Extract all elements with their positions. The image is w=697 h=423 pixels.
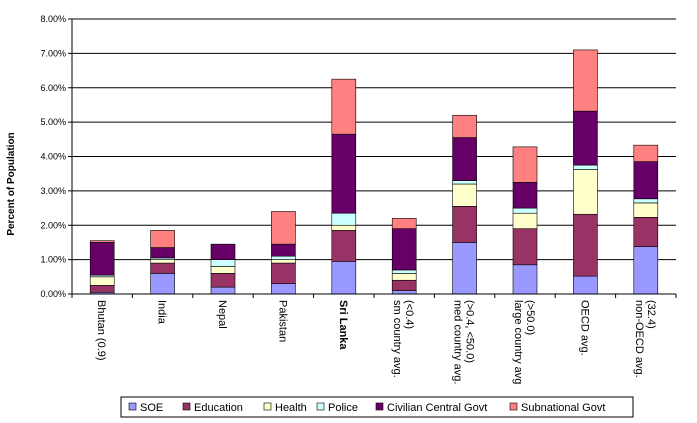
bar-segment: [512, 181, 538, 209]
legend-swatch: [128, 402, 137, 411]
bar-segment: [271, 211, 296, 245]
x-axis-category-labels: Bhutan (0.9) India Nepal Pakistan Sri Lanka s…: [95, 300, 657, 384]
category-label: India: [156, 300, 168, 325]
category-label: (>0.4, <50.0): [464, 300, 476, 363]
bar-segment: [452, 242, 477, 295]
bar-segment: [391, 269, 417, 274]
bar-segment: [452, 137, 477, 181]
bar-segment: [391, 218, 417, 229]
legend-label: Civilian Central Govt: [387, 402, 487, 414]
y-tick-label: 3.00%: [40, 186, 66, 196]
bar-segment: [331, 133, 357, 214]
legend: SOE Education Health Police Civilian Central…: [120, 396, 634, 418]
y-tick-label: 7.00%: [40, 48, 66, 58]
bar-segment: [271, 283, 296, 295]
category-label: OECD avg.: [578, 300, 590, 356]
bars: [89, 49, 659, 295]
bar-segment: [452, 183, 477, 207]
bar-segment: [633, 202, 659, 218]
bar-segment: [89, 242, 115, 276]
legend-swatch: [509, 402, 518, 411]
bar-segment: [89, 285, 115, 293]
bar-segment: [331, 212, 357, 226]
category-label: large country avg: [512, 300, 524, 384]
bar-segment: [633, 198, 659, 204]
y-tick-label: 6.00%: [40, 83, 66, 93]
category-label: Nepal: [216, 300, 228, 329]
bar-segment: [512, 207, 538, 214]
category-label: (>50.0): [524, 300, 536, 335]
bar-segment: [512, 212, 538, 229]
category-label: Sri Lanka: [337, 300, 349, 350]
bar-segment: [210, 266, 236, 274]
legend-label: Health: [275, 402, 307, 414]
bar-segment: [271, 259, 296, 264]
bar-segment: [573, 169, 598, 215]
bar-segment: [633, 144, 659, 162]
y-tick-label: 8.00%: [40, 14, 66, 24]
y-tick-label: 1.00%: [40, 255, 66, 265]
bar-segment: [633, 217, 659, 247]
bar-segment: [633, 161, 659, 200]
category-label: med country avg.: [452, 300, 464, 384]
bar-segment: [512, 146, 538, 183]
bar-segment: [573, 110, 598, 166]
y-axis-ticks: 0.00% 1.00% 2.00% 3.00% 4.00% 5.00% 6.00% 7.00%…: [40, 14, 72, 299]
bar-segment: [391, 273, 417, 281]
bar-segment: [331, 230, 357, 262]
category-label: (<0.4): [403, 300, 415, 329]
bar-segment: [573, 275, 598, 295]
bar-segment: [331, 224, 357, 231]
legend-label: Subnational Govt: [521, 402, 605, 414]
legend-swatch: [375, 402, 384, 411]
category-label: non-OECD avg.: [633, 300, 645, 378]
legend-swatch: [263, 402, 272, 411]
bar-segment: [331, 78, 357, 135]
bar-segment: [573, 49, 598, 112]
bar-segment: [150, 230, 175, 248]
category-label: sm country avg.: [391, 300, 403, 378]
bar-segment: [573, 164, 598, 170]
bar-segment: [271, 243, 296, 257]
bar-segment: [210, 273, 236, 288]
bar-segment: [391, 279, 417, 291]
legend-label: Police: [328, 402, 358, 414]
bar-segment: [150, 259, 175, 264]
bar-segment: [512, 228, 538, 266]
bar-segment: [391, 290, 417, 295]
bar-segment: [573, 213, 598, 277]
bar-segment: [331, 261, 357, 295]
category-label: Pakistan: [276, 300, 288, 342]
bar-segment: [452, 206, 477, 243]
legend-label: SOE: [140, 402, 163, 414]
y-tick-label: 5.00%: [40, 117, 66, 127]
bar-segment: [150, 273, 175, 295]
bar-segment: [452, 114, 477, 138]
bar-segment: [271, 262, 296, 284]
bar-segment: [150, 247, 175, 259]
y-tick-label: 2.00%: [40, 220, 66, 230]
legend-swatch: [316, 402, 325, 411]
bar-segment: [89, 276, 115, 286]
bar-segment: [452, 180, 477, 185]
bar-segment: [210, 259, 236, 267]
bar-segment: [210, 243, 236, 260]
bar-segment: [210, 286, 236, 295]
bar-segment: [391, 228, 417, 271]
bar-segment: [271, 255, 296, 260]
bar-segment: [633, 246, 659, 295]
y-tick-label: 0.00%: [40, 289, 66, 299]
y-tick-label: 4.00%: [40, 152, 66, 162]
y-axis-title: Percent of Population: [6, 132, 17, 235]
bar-segment: [150, 262, 175, 274]
category-label: (32.4): [645, 300, 657, 329]
bar-segment: [89, 240, 115, 243]
legend-label: Education: [194, 402, 243, 414]
axes: [71, 19, 677, 298]
category-label: Bhutan (0.9): [95, 300, 107, 361]
gridlines: [72, 18, 676, 261]
bar-segment: [512, 264, 538, 295]
legend-swatch: [182, 402, 191, 411]
